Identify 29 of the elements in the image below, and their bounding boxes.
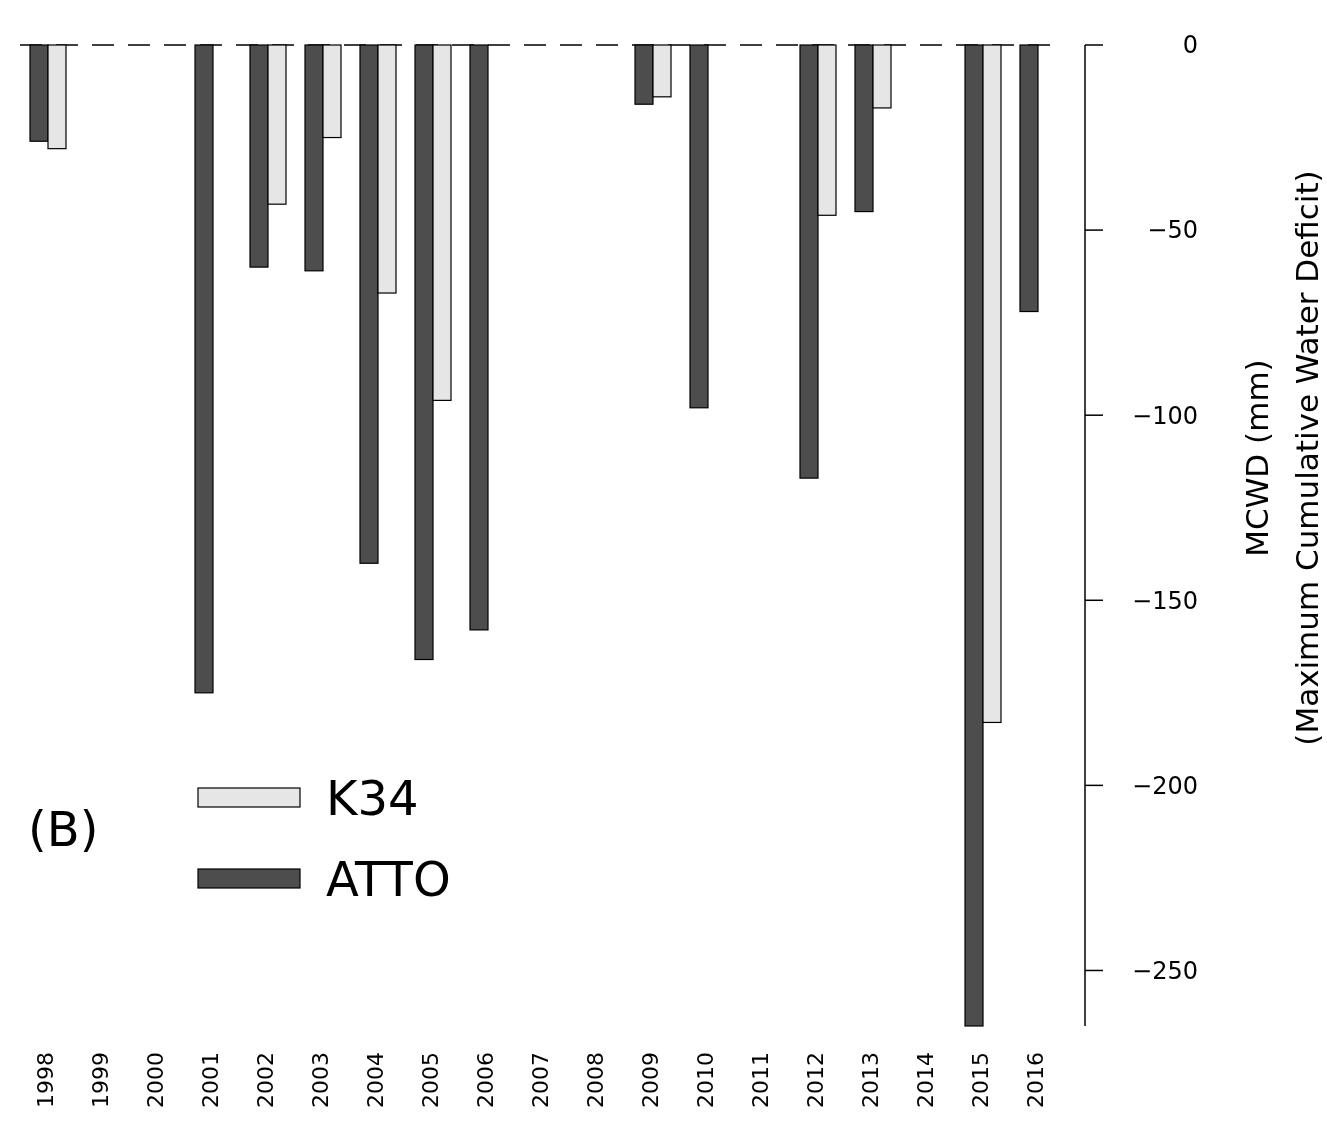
annotation: (B)	[28, 801, 99, 857]
x-tick-label: 1999	[87, 1052, 113, 1108]
x-tick-label: 2010	[692, 1052, 718, 1108]
y-tick-label: −150	[1132, 586, 1198, 615]
x-tick-label: 2009	[637, 1052, 663, 1108]
y-tick-label: −100	[1132, 401, 1198, 430]
x-tick-label: 2003	[307, 1052, 333, 1108]
y-tick-label: −200	[1132, 771, 1198, 800]
x-tick-label: 2007	[527, 1052, 553, 1108]
x-tick-label: 2004	[362, 1052, 388, 1108]
x-tick-label: 2001	[197, 1052, 223, 1108]
x-tick-label: 2016	[1022, 1052, 1048, 1108]
x-tick-label: 2006	[472, 1052, 498, 1108]
x-tick-label: 2008	[582, 1052, 608, 1108]
y-tick-label: −50	[1147, 216, 1198, 245]
y-tick-label: 0	[1182, 31, 1198, 60]
x-tick-label: 2013	[857, 1052, 883, 1108]
y-tick-label: −250	[1132, 956, 1198, 985]
x-tick-label: 2005	[417, 1052, 443, 1108]
legend-label: ATTO	[326, 851, 451, 907]
x-tick-label: 2011	[747, 1052, 773, 1108]
x-tick-label: 2002	[252, 1052, 278, 1108]
x-tick-label: 2015	[967, 1052, 993, 1108]
y-axis-title: MCWD (mm) (Maximum Cumulative Water Deficit)	[1239, 170, 1325, 746]
x-tick-label: 2014	[912, 1052, 938, 1108]
x-tick-label: 2012	[802, 1052, 828, 1108]
x-tick-label: 2000	[142, 1052, 168, 1108]
x-tick-label: 1998	[32, 1052, 58, 1108]
legend-label: K34	[326, 770, 419, 826]
